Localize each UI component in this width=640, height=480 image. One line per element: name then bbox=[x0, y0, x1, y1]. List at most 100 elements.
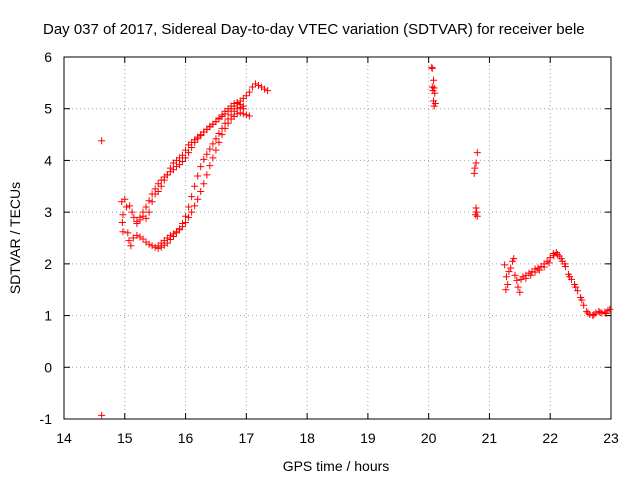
data-point bbox=[543, 257, 551, 265]
data-point bbox=[428, 63, 436, 71]
x-axis-label: GPS time / hours bbox=[283, 458, 390, 474]
data-point bbox=[245, 112, 253, 120]
x-tick-label: 21 bbox=[482, 430, 498, 446]
data-point bbox=[203, 171, 211, 179]
data-point bbox=[592, 309, 600, 317]
data-point bbox=[182, 154, 190, 162]
data-point bbox=[209, 154, 217, 162]
data-point bbox=[584, 309, 592, 317]
data-point bbox=[194, 195, 202, 203]
data-point bbox=[123, 203, 131, 211]
x-tick-label: 20 bbox=[421, 430, 437, 446]
data-point bbox=[145, 208, 153, 216]
y-tick-label: -1 bbox=[40, 411, 53, 427]
data-point bbox=[185, 213, 193, 221]
data-point bbox=[218, 111, 226, 119]
data-point bbox=[554, 251, 562, 259]
data-point bbox=[154, 180, 162, 188]
data-point bbox=[527, 271, 535, 279]
data-point bbox=[472, 159, 480, 167]
data-point bbox=[191, 202, 199, 210]
data-point bbox=[590, 311, 598, 319]
data-point bbox=[194, 172, 202, 180]
data-point bbox=[206, 145, 214, 153]
data-point bbox=[471, 164, 479, 172]
data-point bbox=[519, 273, 527, 281]
data-point bbox=[188, 193, 196, 201]
data-point bbox=[133, 217, 141, 225]
data-point bbox=[501, 261, 509, 269]
data-point bbox=[430, 76, 438, 84]
data-point bbox=[136, 213, 144, 221]
data-point bbox=[245, 88, 253, 96]
data-point bbox=[119, 211, 127, 219]
data-point bbox=[470, 169, 478, 177]
data-point bbox=[236, 104, 244, 112]
data-point bbox=[185, 203, 193, 211]
data-point bbox=[580, 301, 588, 309]
data-point bbox=[248, 83, 256, 91]
data-point bbox=[212, 118, 220, 126]
data-point bbox=[148, 198, 156, 206]
y-tick-label: 5 bbox=[44, 101, 52, 117]
data-point bbox=[598, 309, 606, 317]
data-point bbox=[428, 83, 436, 91]
grid bbox=[64, 57, 611, 419]
y-tick-label: 2 bbox=[44, 256, 52, 272]
data-point bbox=[540, 263, 548, 271]
x-tick-label: 17 bbox=[239, 430, 255, 446]
data-point bbox=[121, 195, 129, 203]
data-point bbox=[557, 255, 565, 263]
data-point bbox=[574, 287, 582, 295]
data-point bbox=[546, 254, 554, 262]
data-point bbox=[472, 204, 480, 212]
y-tick-label: 4 bbox=[44, 152, 52, 168]
data-point bbox=[145, 240, 153, 248]
plot-border bbox=[63, 56, 612, 420]
data-point bbox=[531, 268, 539, 276]
data-point bbox=[502, 286, 510, 294]
data-point bbox=[514, 283, 522, 291]
data-point bbox=[163, 171, 171, 179]
data-point bbox=[572, 283, 580, 291]
data-point bbox=[550, 252, 558, 260]
data-point bbox=[212, 135, 220, 143]
data-point bbox=[221, 119, 229, 127]
data-point bbox=[431, 89, 439, 97]
data-point bbox=[218, 131, 226, 139]
data-point bbox=[118, 218, 126, 226]
data-point bbox=[206, 162, 214, 170]
plot-frame bbox=[63, 56, 612, 420]
data-point bbox=[125, 237, 133, 245]
data-point bbox=[128, 208, 136, 216]
data-point bbox=[157, 176, 165, 184]
data-point bbox=[227, 111, 235, 119]
data-point bbox=[182, 212, 190, 220]
data-point bbox=[251, 80, 259, 88]
data-point bbox=[197, 163, 205, 171]
data-point bbox=[566, 273, 574, 281]
data-point bbox=[142, 203, 150, 211]
data-point bbox=[233, 105, 241, 113]
data-point bbox=[126, 202, 134, 210]
data-points bbox=[98, 63, 614, 419]
data-point bbox=[182, 218, 190, 226]
data-point bbox=[154, 244, 162, 252]
data-point bbox=[142, 214, 150, 222]
data-point bbox=[604, 306, 612, 314]
data-point bbox=[595, 307, 603, 315]
data-point bbox=[261, 85, 269, 93]
data-point bbox=[578, 296, 586, 304]
data-point bbox=[242, 92, 250, 100]
data-point bbox=[194, 135, 202, 143]
x-tick-label: 18 bbox=[299, 430, 315, 446]
data-point bbox=[148, 190, 156, 198]
data-point bbox=[139, 235, 147, 243]
data-point bbox=[545, 259, 553, 267]
x-tick-label: 15 bbox=[117, 430, 133, 446]
data-point bbox=[473, 208, 481, 216]
data-point bbox=[203, 150, 211, 158]
data-point bbox=[191, 138, 199, 146]
